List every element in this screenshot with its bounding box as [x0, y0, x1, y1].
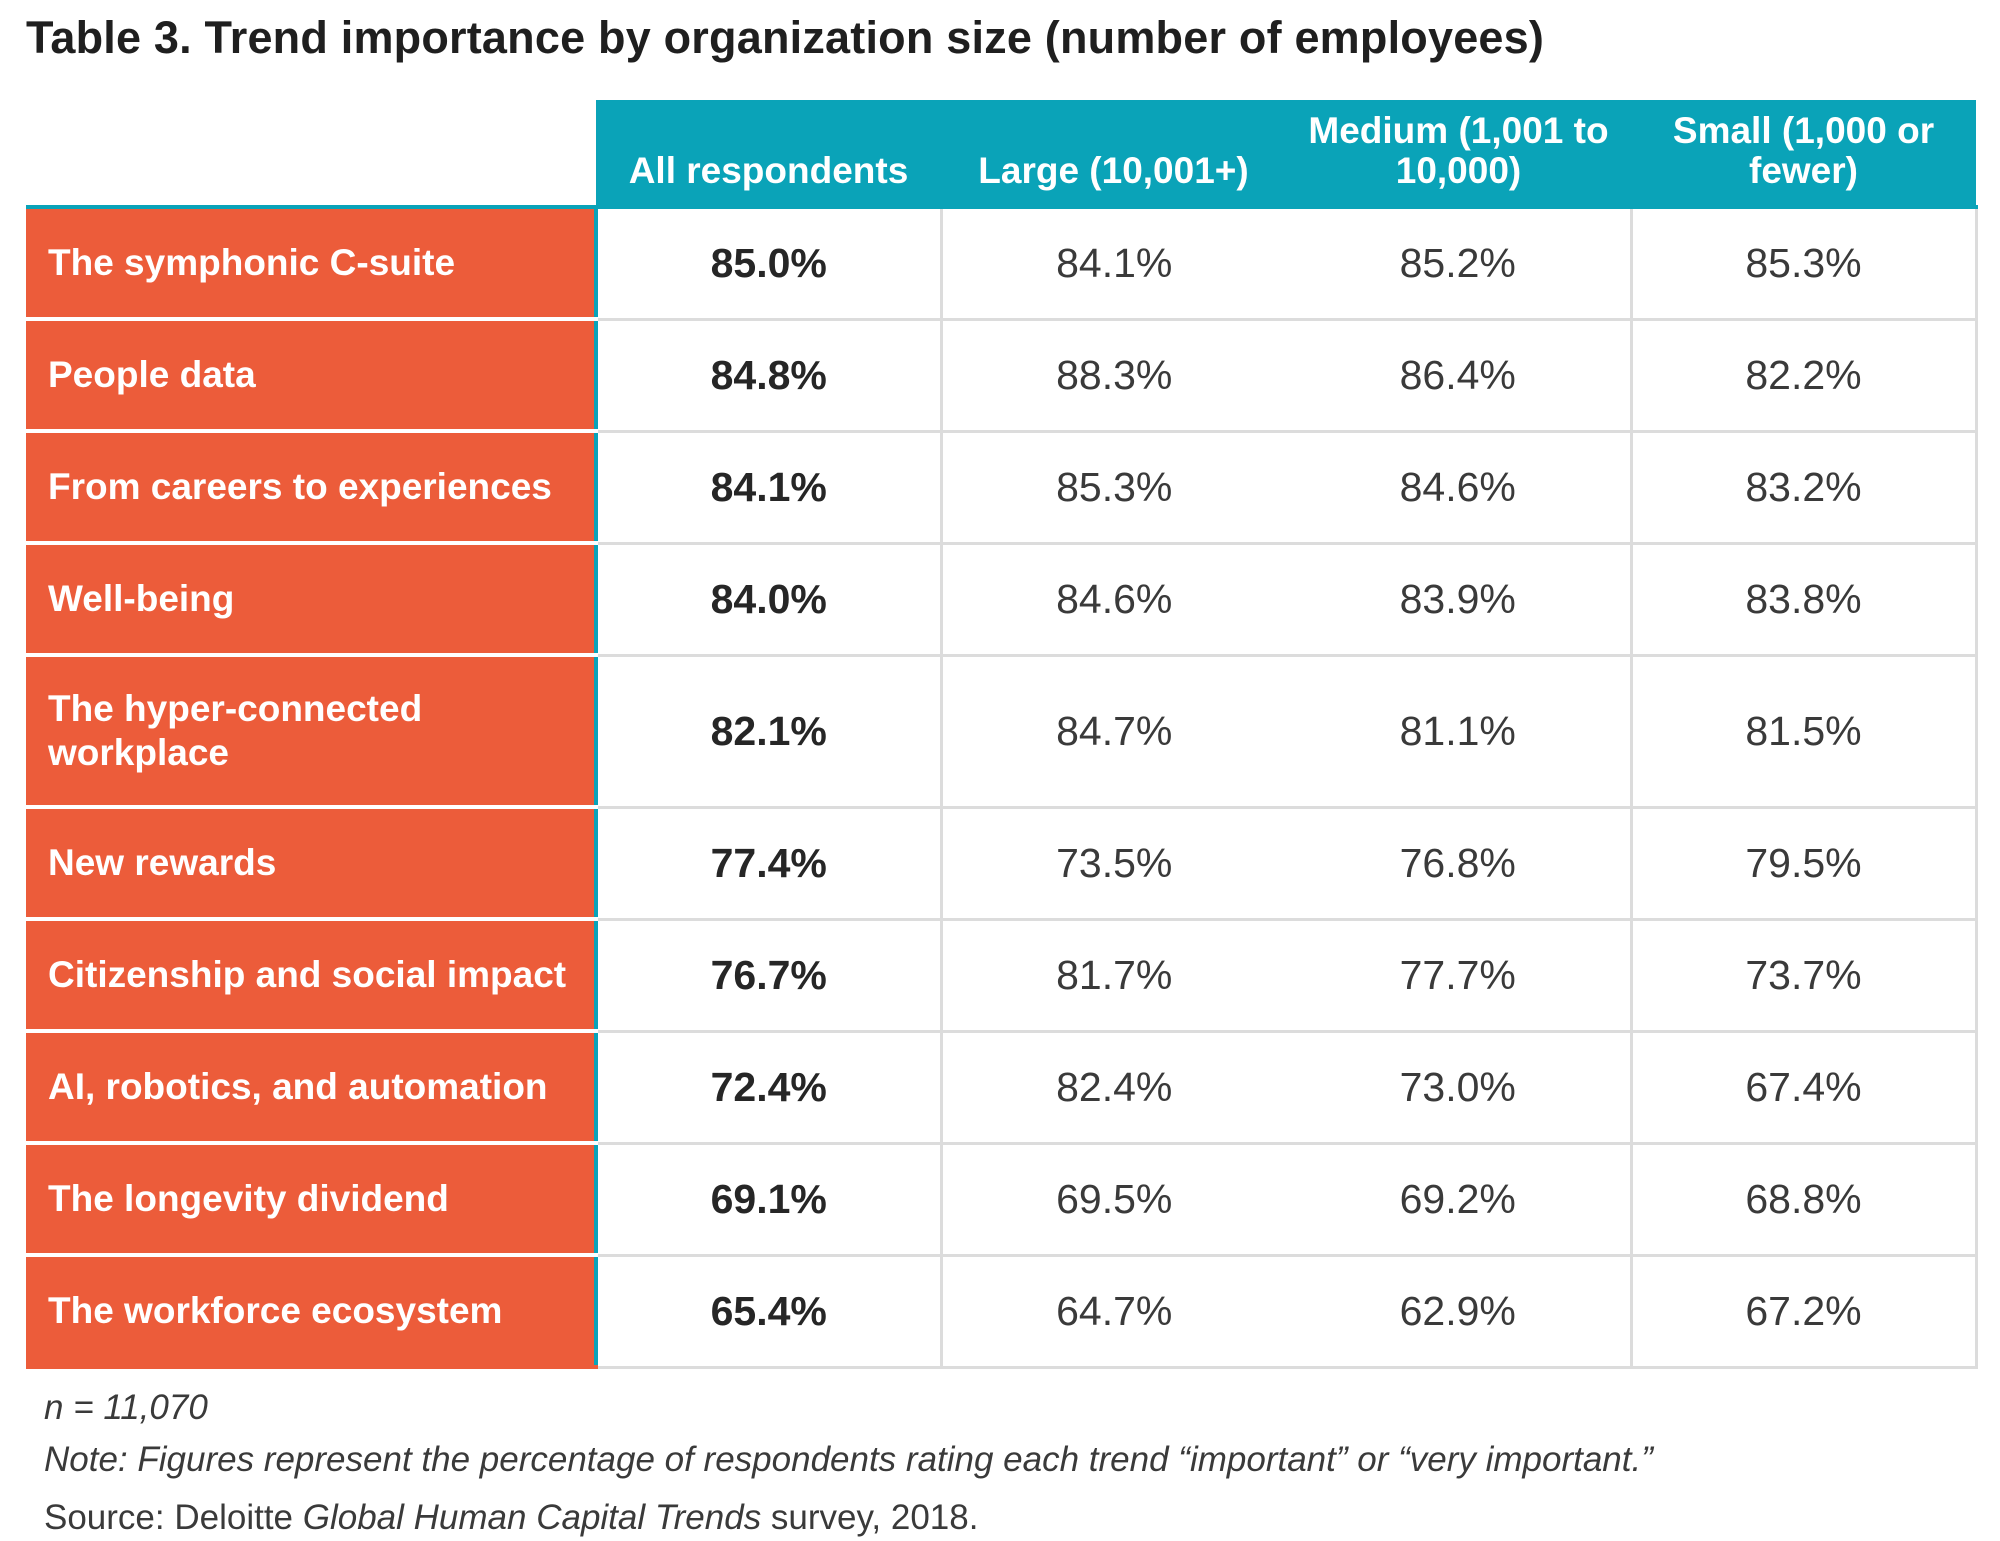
column-header: Medium (1,001 to 10,000) [1286, 100, 1631, 209]
table-cell: 85.3% [1631, 207, 1978, 321]
table-title: Table 3. Trend importance by organizatio… [26, 12, 1545, 63]
row-label: New rewards [26, 807, 598, 921]
table-row: Well-being 84.0% 84.6% 83.9% 83.8% [26, 543, 1978, 657]
table-cell: 73.7% [1631, 919, 1978, 1033]
source-note: Source: Deloitte Global Human Capital Tr… [44, 1492, 1653, 1541]
row-label: AI, robotics, and automation [26, 1031, 598, 1145]
row-label: The longevity dividend [26, 1143, 598, 1257]
table-cell: 79.5% [1631, 807, 1978, 921]
cell-all-respondents: 77.4% [596, 807, 943, 921]
source-title: Global Human Capital Trends [302, 1498, 762, 1537]
row-label: The workforce ecosystem [26, 1255, 598, 1369]
table-cell: 73.0% [1286, 1031, 1633, 1145]
cell-all-respondents: 76.7% [596, 919, 943, 1033]
table-row: From careers to experiences 84.1% 85.3% 84.… [26, 431, 1978, 545]
header-row: All respondents Large (10,001+) Medium (… [26, 100, 1976, 209]
table-cell: 81.5% [1631, 655, 1978, 809]
table-cell: 84.6% [1286, 431, 1633, 545]
cell-all-respondents: 84.8% [596, 319, 943, 433]
column-header: Small (1,000 or fewer) [1631, 100, 1976, 209]
cell-all-respondents: 84.1% [596, 431, 943, 545]
table-cell: 84.1% [941, 207, 1286, 321]
table-cell: 82.2% [1631, 319, 1978, 433]
table-cell: 64.7% [941, 1255, 1286, 1369]
column-header: All respondents [596, 100, 941, 209]
row-label: From careers to experiences [26, 431, 598, 545]
table-cell: 69.5% [941, 1143, 1286, 1257]
cell-all-respondents: 69.1% [596, 1143, 943, 1257]
table-cell: 62.9% [1286, 1255, 1633, 1369]
table-cell: 67.4% [1631, 1031, 1978, 1145]
table-cell: 83.8% [1631, 543, 1978, 657]
cell-all-respondents: 84.0% [596, 543, 943, 657]
row-label: Well-being [26, 543, 598, 657]
table-cell: 83.2% [1631, 431, 1978, 545]
row-label: People data [26, 319, 598, 433]
cell-all-respondents: 72.4% [596, 1031, 943, 1145]
table-row: AI, robotics, and automation 72.4% 82.4% 73… [26, 1031, 1978, 1145]
table-cell: 85.2% [1286, 207, 1633, 321]
cell-all-respondents: 65.4% [596, 1255, 943, 1369]
table-cell: 81.1% [1286, 655, 1633, 809]
sample-size-note: n = 11,070 [44, 1388, 208, 1427]
table-cell: 83.9% [1286, 543, 1633, 657]
table-cell: 88.3% [941, 319, 1286, 433]
table-cell: 82.4% [941, 1031, 1286, 1145]
table-row: Citizenship and social impact 76.7% 81.7% 7… [26, 919, 1978, 1033]
table-cell: 73.5% [941, 807, 1286, 921]
table-cell: 84.6% [941, 543, 1286, 657]
trend-table: All respondents Large (10,001+) Medium (… [26, 100, 1978, 1369]
table-cell: 77.7% [1286, 919, 1633, 1033]
table-body: The symphonic C-suite 85.0% 84.1% 85.2% 85.3… [26, 207, 1978, 1369]
table-cell: 86.4% [1286, 319, 1633, 433]
source-suffix: survey, 2018. [761, 1498, 979, 1537]
table-cell: 68.8% [1631, 1143, 1978, 1257]
header-corner [26, 100, 596, 209]
table-row: The longevity dividend 69.1% 69.5% 69.2% 68.… [26, 1143, 1978, 1257]
table-cell: 84.7% [941, 655, 1286, 809]
table-cell: 76.8% [1286, 807, 1633, 921]
cell-all-respondents: 85.0% [596, 207, 943, 321]
table-row: People data 84.8% 88.3% 86.4% 82.2% [26, 319, 1978, 433]
row-label: The symphonic C-suite [26, 207, 598, 321]
figures-note: Note: Figures represent the percentage o… [44, 1440, 1653, 1479]
footnotes: n = 11,070 Note: Figures represent the p… [44, 1382, 1653, 1541]
source-prefix: Source: Deloitte [44, 1498, 303, 1537]
table-row: New rewards 77.4% 73.5% 76.8% 79.5% [26, 807, 1978, 921]
table-cell: 67.2% [1631, 1255, 1978, 1369]
column-header: Large (10,001+) [941, 100, 1286, 209]
table-row: The workforce ecosystem 65.4% 64.7% 62.9% 67… [26, 1255, 1978, 1369]
cell-all-respondents: 82.1% [596, 655, 943, 809]
row-label: The hyper-connected workplace [26, 655, 598, 809]
table-cell: 85.3% [941, 431, 1286, 545]
table-row: The symphonic C-suite 85.0% 84.1% 85.2% 85.3… [26, 207, 1978, 321]
table-row: The hyper-connected workplace 82.1% 84.7% 8… [26, 655, 1978, 809]
row-label: Citizenship and social impact [26, 919, 598, 1033]
table-container: All respondents Large (10,001+) Medium (… [26, 100, 1978, 1369]
table-cell: 69.2% [1286, 1143, 1633, 1257]
table-cell: 81.7% [941, 919, 1286, 1033]
